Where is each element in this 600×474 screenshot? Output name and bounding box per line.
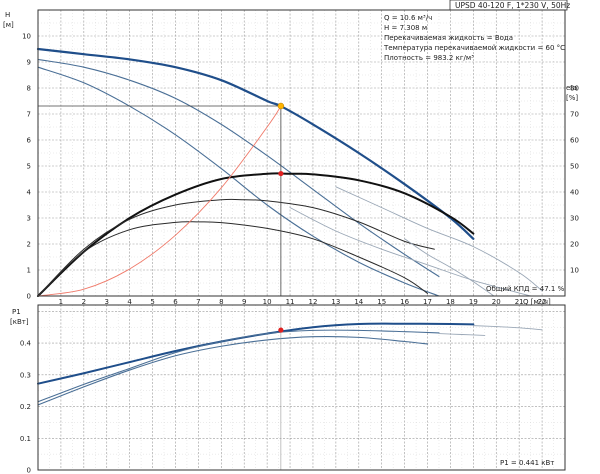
head-ext-2-curve	[335, 186, 543, 292]
y-tick-label: 8	[27, 85, 31, 93]
info-line-h: H = 7.308 м	[384, 24, 427, 32]
operating-point-marker	[277, 102, 285, 110]
x-tick-label: 21	[515, 298, 524, 306]
info-line-temperature: Температура перекачиваемой жидкости = 60…	[383, 44, 565, 52]
x-tick-label: 3	[105, 298, 109, 306]
y-tick-label: 7	[27, 111, 31, 119]
x-tick-label: 13	[331, 298, 340, 306]
bottom-curves	[37, 305, 543, 470]
y-tick-label: 2	[27, 241, 31, 249]
y-tick-label: 4	[27, 189, 32, 197]
efficiency-point-marker	[278, 170, 284, 177]
p1-speed-1-curve	[37, 335, 429, 406]
top-curves	[36, 47, 543, 297]
x-tick-label: 19	[469, 298, 478, 306]
y-axis-label-head: H	[5, 11, 10, 19]
p1-tick-label: 0.3	[20, 371, 31, 379]
x-tick-label: 12	[308, 298, 317, 306]
y-tick-label: 1	[27, 267, 31, 275]
y-tick-label: 3	[27, 215, 31, 223]
x-tick-label: 6	[173, 298, 178, 306]
p1-ext-2-curve	[438, 333, 486, 336]
y-axis-label-eta: eta	[566, 84, 577, 92]
x-tick-label: 14	[354, 298, 363, 306]
p1-speed-2-curve	[37, 329, 440, 403]
y-right-tick-label: 80	[570, 85, 579, 93]
model-title: UPSD 40-120 F, 1*230 V, 50Hz	[455, 1, 570, 10]
x-tick-label: 5	[150, 298, 154, 306]
p1-operating-point-marker	[278, 327, 284, 333]
y-axis-label-eta-unit: [%]	[566, 94, 578, 102]
p1-tick-label: 0	[27, 467, 31, 474]
y-tick-label: 10	[22, 33, 31, 41]
x-tick-label: 9	[242, 298, 246, 306]
y-right-tick-label: 10	[570, 267, 579, 275]
y-right-tick-label: 20	[570, 241, 579, 249]
info-line-density: Плотность = 983.2 кг/м³	[384, 54, 474, 62]
eta-speed-1-curve	[37, 221, 429, 297]
y-right-tick-label: 40	[570, 189, 579, 197]
y-right-tick-label: 60	[570, 137, 579, 145]
y-right-tick-label: 50	[570, 163, 579, 171]
x-tick-label: 17	[423, 298, 432, 306]
y-axis-label-head-unit: [м]	[3, 21, 14, 29]
system-curve-curve	[37, 105, 282, 297]
x-tick-label: 10	[263, 298, 272, 306]
x-tick-label: 7	[196, 298, 200, 306]
x-tick-label: 18	[446, 298, 455, 306]
power-note: P1 = 0.441 кВт	[500, 459, 554, 467]
x-tick-label: 15	[377, 298, 386, 306]
x-tick-label: 16	[400, 298, 409, 306]
info-line-q: Q = 10.6 м³/ч	[384, 14, 432, 22]
p1-tick-label: 0.4	[20, 340, 32, 348]
top-plot-frame	[37, 9, 566, 297]
y-tick-label: 6	[27, 137, 32, 145]
x-axis-label: Q [м³/ч]	[523, 298, 551, 306]
y-axis-label-p1: P1	[12, 308, 21, 316]
p1-ext-1-curve	[472, 325, 543, 331]
head-speed-2-curve	[37, 58, 440, 278]
bottom-grid	[38, 305, 565, 470]
y-axis-label-p1-unit: [кВт]	[10, 318, 29, 326]
y-tick-label: 0	[27, 293, 31, 301]
head-speed-1-curve	[37, 66, 440, 297]
x-tick-label: 22	[538, 298, 547, 306]
y-tick-label: 9	[27, 59, 31, 67]
x-tick-label: 2	[82, 298, 86, 306]
head-ext-1-curve	[289, 207, 532, 297]
efficiency-note: Общий КПД = 47.1 %	[486, 285, 565, 293]
x-tick-label: 8	[219, 298, 223, 306]
p1-tick-label: 0.2	[20, 403, 31, 411]
x-tick-label: 11	[286, 298, 295, 306]
eta-ext-curve	[404, 238, 495, 297]
head-speed-3-curve	[36, 47, 475, 240]
info-line-liquid: Перекачиваемая жидкость = Вода	[384, 34, 513, 42]
y-tick-label: 5	[27, 163, 31, 171]
x-tick-label: 1	[59, 298, 63, 306]
y-right-tick-label: 70	[570, 111, 579, 119]
y-right-tick-label: 30	[570, 215, 579, 223]
x-tick-label: 20	[492, 298, 501, 306]
p1-tick-label: 0.1	[20, 435, 31, 443]
x-tick-label: 4	[127, 298, 132, 306]
eta-speed-2-curve	[37, 198, 435, 297]
bottom-plot-frame	[37, 304, 566, 471]
